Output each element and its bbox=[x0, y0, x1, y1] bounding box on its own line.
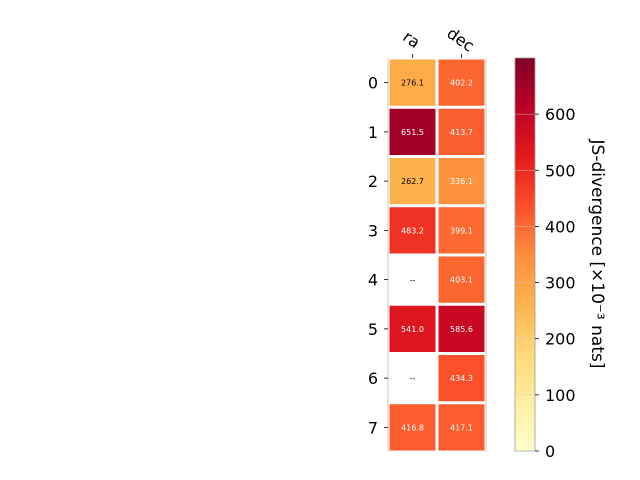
x-tick-label: ra bbox=[399, 27, 423, 52]
cell-value-label: 585.6 bbox=[450, 325, 473, 334]
colorbar: 0 100 200 300 400 500 600 bbox=[514, 57, 576, 461]
cell-value-label: 262.7 bbox=[401, 177, 424, 186]
colorbar-tick-label: 0 bbox=[545, 442, 555, 461]
heatmap-cell bbox=[389, 404, 436, 451]
y-tick-label: 1 bbox=[368, 123, 378, 142]
heatmap-cell bbox=[438, 256, 485, 303]
heatmap-cell bbox=[389, 59, 436, 106]
cell-value-label: 413.7 bbox=[450, 128, 473, 137]
colorbar-gradient bbox=[514, 57, 536, 452]
cell-value-label: 336.1 bbox=[450, 177, 473, 186]
y-tick-label: 2 bbox=[368, 172, 378, 191]
heatmap-cell bbox=[438, 355, 485, 402]
heatmap-cell bbox=[438, 59, 485, 106]
heatmap-cell bbox=[438, 404, 485, 451]
cell-value-label: 402.2 bbox=[450, 79, 473, 88]
cell-value-label: 276.1 bbox=[401, 79, 424, 88]
y-tick-label: 7 bbox=[368, 418, 378, 437]
heatmap-cell bbox=[389, 305, 436, 352]
heatmap-cell bbox=[438, 207, 485, 254]
cell-missing-label: -- bbox=[410, 374, 416, 383]
cell-value-label: 651.5 bbox=[401, 128, 424, 137]
cell-value-label: 417.1 bbox=[450, 423, 473, 432]
cell-value-label: 403.1 bbox=[450, 276, 473, 285]
colorbar-label: JS-divergence [×10⁻³ nats] bbox=[587, 139, 607, 369]
colorbar-tick-label: 600 bbox=[545, 105, 576, 124]
colorbar-tick-label: 300 bbox=[545, 274, 576, 293]
heatmap-cell bbox=[438, 108, 485, 155]
x-tick-label: dec bbox=[443, 23, 477, 55]
y-tick-label: 0 bbox=[368, 74, 378, 93]
colorbar-tick-label: 500 bbox=[545, 161, 576, 180]
cell-value-label: 416.8 bbox=[401, 423, 424, 432]
heatmap-cell bbox=[389, 158, 436, 205]
y-tick-label: 4 bbox=[368, 271, 378, 290]
heatmap-cell bbox=[389, 108, 436, 155]
heatmap-cell bbox=[389, 207, 436, 254]
cell-value-label: 483.2 bbox=[401, 226, 424, 235]
heatmap-cell bbox=[438, 305, 485, 352]
y-tick-label: 5 bbox=[368, 320, 378, 339]
colorbar-tick-label: 200 bbox=[545, 330, 576, 349]
cell-value-label: 541.0 bbox=[401, 325, 424, 334]
heatmap-cell bbox=[438, 158, 485, 205]
heatmap-cells: 276.1 402.2 651.5 413.7 262.7 336.1 483.2 399.1… bbox=[389, 59, 485, 451]
y-tick-label: 3 bbox=[368, 221, 378, 240]
cell-value-label: 399.1 bbox=[450, 226, 473, 235]
cell-missing-label: -- bbox=[410, 276, 416, 285]
cell-value-label: 434.3 bbox=[450, 374, 473, 383]
y-tick-label: 6 bbox=[368, 369, 378, 388]
colorbar-tick-label: 400 bbox=[545, 217, 576, 236]
colorbar-tick-label: 100 bbox=[545, 386, 576, 405]
